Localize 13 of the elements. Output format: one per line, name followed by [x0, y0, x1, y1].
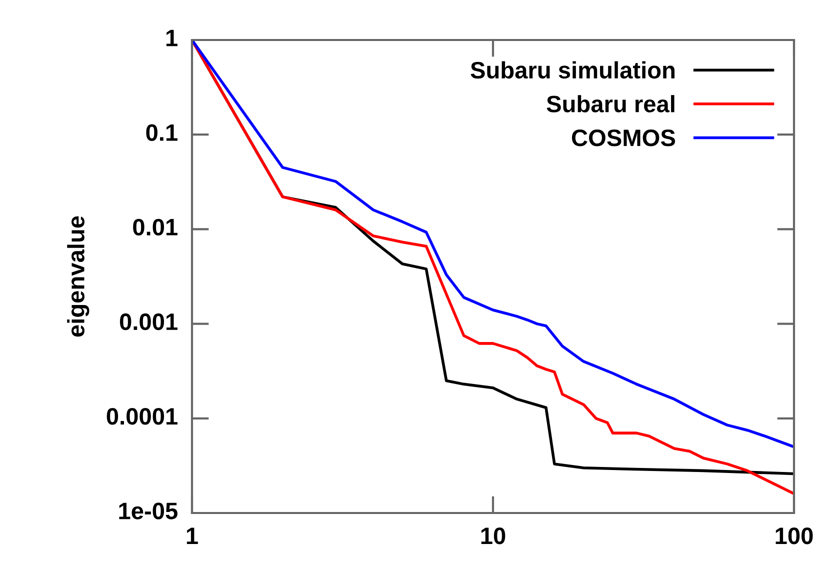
x-tick-label: 1: [186, 528, 198, 544]
legend-label: Subaru simulation: [470, 61, 674, 79]
legend-label: Subaru real: [546, 95, 674, 112]
x-tick-label: 100: [776, 528, 813, 544]
y-tick-label: 1e-05: [119, 502, 178, 520]
x-tick-label: 10: [481, 528, 506, 544]
y-tick-label: 0.0001: [106, 408, 178, 425]
y-tick-label: 1: [166, 30, 178, 46]
y-tick-label: 0.1: [146, 124, 178, 141]
y-tick-label: 0.001: [120, 313, 178, 330]
y-axis-title: eigenvalue: [67, 216, 90, 337]
y-tick-label: 0.01: [133, 218, 178, 236]
legend-label: COSMOS: [572, 130, 676, 146]
